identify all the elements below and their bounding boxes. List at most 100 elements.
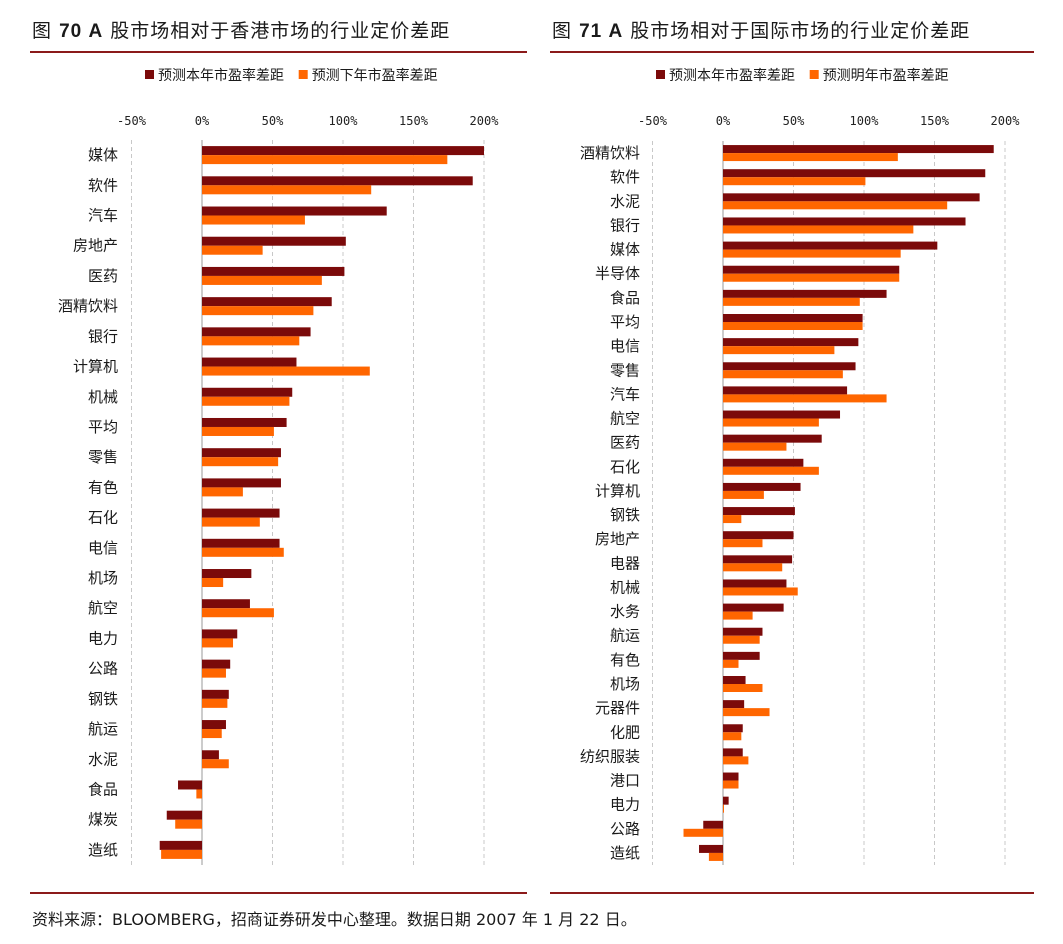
right-bar-next	[723, 515, 742, 524]
left-bar-next	[202, 759, 229, 769]
right-bar-next	[723, 684, 763, 692]
left-tick-label: 0%	[195, 114, 210, 128]
left-category-label: 机场	[88, 569, 118, 587]
left-category-label: 水泥	[88, 750, 118, 768]
right-bar-next	[723, 732, 742, 741]
right-legend-swatch	[656, 70, 665, 79]
left-bar-this-year	[202, 236, 346, 246]
right-bar-next	[723, 635, 760, 644]
right-bar-this-year	[723, 555, 793, 564]
left-legend-label: 预测下年市盈率差距	[312, 67, 438, 84]
right-legend-swatch	[809, 70, 819, 79]
left-title-rule	[30, 51, 527, 53]
right-category-label: 机场	[610, 675, 640, 693]
left-bar-this-year	[166, 810, 202, 820]
left-category-label: 媒体	[88, 146, 118, 164]
right-category-label: 食品	[610, 289, 640, 307]
right-tick-label: -50%	[638, 114, 668, 128]
left-category-label: 航空	[88, 599, 118, 617]
left-category-label: 航运	[88, 720, 118, 738]
left-bar-next	[202, 578, 224, 588]
right-bar-this-year	[723, 362, 856, 371]
left-bar-next	[202, 457, 279, 467]
right-category-label: 石化	[610, 458, 640, 476]
left-bar-next	[202, 698, 228, 708]
left-category-label: 有色	[88, 478, 118, 496]
left-bar-this-year	[202, 508, 280, 518]
right-bar-next	[723, 153, 898, 162]
right-bar-next	[723, 756, 749, 765]
right-chart-title: 图 71 A 股市场相对于国际市场的行业定价差距	[552, 20, 971, 42]
left-bar-this-year	[202, 569, 252, 579]
left-tick-label: 100%	[329, 114, 359, 128]
right-category-label: 房地产	[595, 530, 640, 548]
left-bar-next	[202, 547, 284, 557]
left-bar-this-year	[202, 327, 311, 337]
right-legend-label: 预测明年市盈率差距	[823, 67, 949, 84]
left-bar-this-year	[202, 357, 297, 367]
left-category-label: 银行	[88, 327, 118, 345]
left-bar-next	[202, 245, 263, 255]
left-tick-label: 50%	[262, 114, 284, 128]
left-legend-label: 预测本年市盈率差距	[158, 67, 284, 84]
left-bar-this-year	[202, 478, 281, 488]
left-bar-this-year	[202, 176, 473, 186]
left-bar-this-year	[202, 266, 345, 276]
right-category-label: 水务	[610, 603, 640, 621]
right-category-label: 公路	[610, 820, 640, 838]
left-bar-next	[202, 638, 234, 648]
left-bar-next	[202, 729, 222, 739]
left-bar-next	[202, 336, 300, 346]
right-bar-this-year	[723, 169, 986, 178]
left-bar-next	[202, 487, 243, 497]
right-bar-this-year	[723, 145, 994, 154]
right-category-label: 造纸	[610, 844, 640, 862]
right-bar-this-year	[723, 482, 801, 491]
right-category-label: 电力	[610, 796, 640, 814]
right-bar-this-year	[703, 820, 723, 829]
right-category-label: 电信	[610, 337, 640, 355]
right-bar-this-year	[723, 676, 746, 684]
left-category-label: 食品	[88, 780, 118, 798]
right-category-label: 银行	[610, 216, 640, 234]
left-bar-this-year	[202, 146, 484, 156]
right-bar-this-year	[723, 241, 938, 250]
left-legend-swatch	[298, 70, 308, 79]
right-tick-label: 50%	[783, 114, 805, 128]
right-bar-this-year	[723, 314, 863, 322]
right-category-label: 纺织服装	[580, 747, 640, 765]
right-bar-next	[683, 828, 723, 837]
right-bar-next	[723, 225, 914, 234]
right-bar-this-year	[723, 410, 841, 419]
right-bar-this-year	[723, 531, 794, 540]
left-bottom-rule	[30, 892, 527, 894]
right-bar-next	[723, 490, 764, 499]
right-bar-this-year	[723, 386, 848, 395]
right-bar-this-year	[723, 603, 784, 612]
left-bar-this-year	[202, 206, 387, 216]
right-category-label: 电器	[610, 554, 640, 572]
left-bar-next	[175, 819, 202, 829]
right-bar-next	[723, 539, 763, 548]
left-bar-next	[202, 426, 274, 436]
left-bar-this-year	[202, 599, 250, 609]
left-bar-chart: -50% 0% 50% 100% 150% 200% 媒体软件汽车房地产医药酒精饮料银行计算…	[58, 67, 499, 865]
right-bar-next	[723, 466, 819, 475]
right-bar-next	[723, 708, 770, 717]
right-bar-this-year	[699, 844, 723, 853]
left-bar-this-year	[178, 780, 202, 790]
left-bar-this-year	[202, 689, 229, 699]
left-bar-this-year	[202, 659, 231, 669]
left-category-label: 电信	[88, 539, 118, 557]
left-bar-next	[202, 155, 448, 165]
right-bar-this-year	[723, 627, 763, 636]
right-category-label: 化肥	[610, 723, 640, 741]
right-bar-this-year	[723, 772, 739, 781]
left-bar-next	[202, 275, 322, 285]
right-bar-next	[723, 611, 753, 620]
right-tick-label: 0%	[716, 114, 731, 128]
left-bar-next	[202, 215, 305, 225]
right-bar-next	[723, 346, 835, 355]
right-bar-next	[723, 780, 739, 789]
right-category-label: 汽车	[610, 385, 640, 403]
